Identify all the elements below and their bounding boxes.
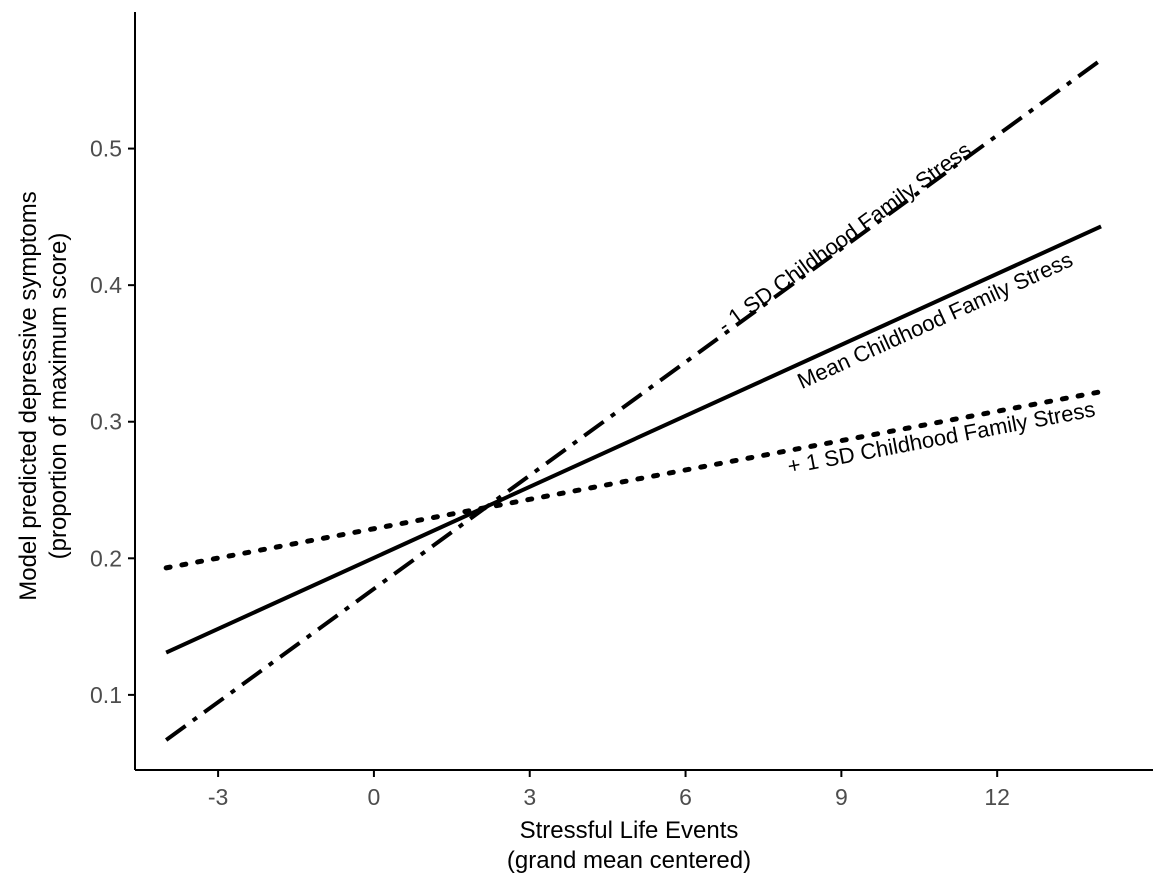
x-tick-label: 9	[835, 784, 848, 810]
series-layer	[163, 58, 1104, 742]
x-tick-label: 12	[984, 784, 1010, 810]
series-label: Mean Childhood Family Stress	[793, 247, 1076, 394]
y-axis-title: Model predicted depressive symptoms	[15, 191, 42, 601]
x-tick-label: -3	[208, 784, 228, 810]
x-tick-label: 6	[679, 784, 692, 810]
y-tick-label: 0.2	[90, 545, 122, 571]
series-label: + 1 SD Childhood Family Stress	[785, 396, 1097, 478]
y-tick-label: 0.3	[90, 409, 122, 435]
y-tick-label: 0.4	[90, 272, 122, 298]
x-tick-label: 0	[368, 784, 381, 810]
y-tick-label: 0.1	[90, 682, 122, 708]
series-line-dotted	[163, 389, 1104, 571]
x-axis-subtitle: (grand mean centered)	[507, 847, 751, 874]
tick-layer: -3 0 3 6 9 12 0.1 0.2 0.3 0.4 0.5	[90, 136, 1010, 810]
axis-layer	[134, 12, 1153, 771]
y-axis-subtitle: (proportion of maximum score)	[45, 233, 72, 560]
x-tick-label: 3	[523, 784, 536, 810]
series-line-dashdot	[164, 58, 1103, 742]
series-line-solid	[165, 224, 1102, 655]
y-tick-label: 0.5	[90, 136, 122, 162]
x-axis-title: Stressful Life Events	[520, 817, 739, 844]
